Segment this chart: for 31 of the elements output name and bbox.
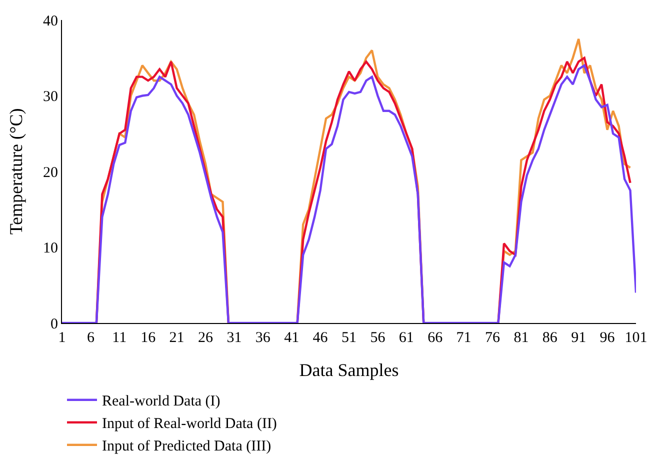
x-tick-label: 36 bbox=[255, 330, 271, 346]
x-tick-label: 61 bbox=[398, 330, 414, 346]
x-tick-label: 11 bbox=[112, 330, 127, 346]
x-tick-label: 41 bbox=[284, 330, 300, 346]
x-tick-label: 101 bbox=[624, 330, 648, 346]
x-tick-label: 1 bbox=[58, 330, 66, 346]
y-tick-label: 30 bbox=[43, 89, 58, 105]
x-tick-label: 6 bbox=[86, 330, 95, 346]
x-tick-label: 96 bbox=[600, 330, 616, 346]
x-tick-label: 46 bbox=[312, 330, 328, 346]
x-tick-label: 91 bbox=[571, 330, 586, 346]
x-tick-label: 51 bbox=[342, 330, 356, 346]
y-tick-label: 20 bbox=[43, 164, 58, 181]
y-axis-title: Temperature (°C) bbox=[6, 108, 26, 235]
legend-label: Input of Predicted Data (III) bbox=[102, 438, 272, 455]
legend-label: Real-world Data (I) bbox=[102, 394, 220, 410]
x-tick-label: 81 bbox=[514, 330, 529, 346]
y-tick-label: 0 bbox=[50, 316, 58, 332]
y-tick-label: 40 bbox=[43, 13, 58, 30]
x-tick-label: 26 bbox=[198, 330, 214, 346]
legend-label: Input of Real-world Data (II) bbox=[102, 416, 277, 432]
x-tick-label: 21 bbox=[169, 330, 184, 346]
x-tick-label: 31 bbox=[226, 330, 242, 346]
x-tick-label: 71 bbox=[456, 330, 472, 346]
x-tick-label: 16 bbox=[140, 330, 156, 346]
x-tick-label: 76 bbox=[485, 330, 500, 346]
x-tick-label: 56 bbox=[370, 330, 386, 346]
x-tick-label: 86 bbox=[542, 330, 558, 346]
y-tick-label: 10 bbox=[43, 240, 58, 256]
x-tick-label: 66 bbox=[428, 330, 444, 346]
x-axis-title: Data Samples bbox=[299, 360, 399, 380]
